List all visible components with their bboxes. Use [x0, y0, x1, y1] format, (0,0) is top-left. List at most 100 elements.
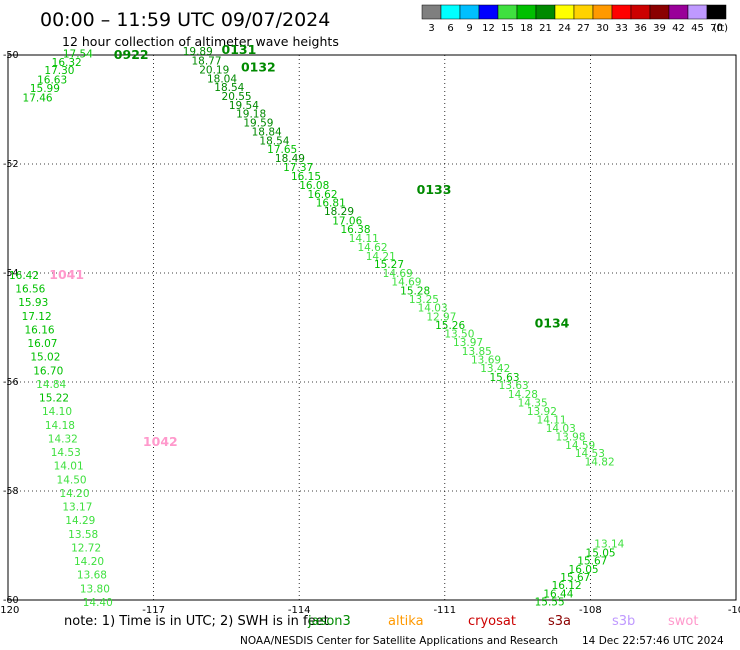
swh-value-label: 15.55: [535, 596, 565, 608]
swh-value-label: 16.08: [299, 180, 329, 192]
legend-swatch: [630, 4, 651, 20]
swh-value-label: 17.30: [44, 65, 74, 77]
legend-swatch: [535, 4, 556, 20]
legend-label: 33: [615, 23, 628, 34]
swh-value-label: 13.50: [444, 328, 474, 340]
legend-swatch: [649, 4, 670, 20]
swh-value-label: 14.35: [518, 398, 548, 410]
swh-value-label: 16.32: [52, 57, 82, 69]
legend-swatch: [573, 4, 594, 20]
swh-value-label: 18.77: [191, 55, 221, 67]
legend-label: 39: [653, 23, 666, 34]
swh-value-label: 14.03: [546, 423, 576, 435]
swh-value-label: 18.54: [259, 135, 289, 147]
pass-time-label: 0922: [114, 47, 149, 62]
swh-value-label: 17.46: [23, 92, 53, 104]
swh-value-label: 17.06: [332, 215, 362, 227]
satellite-label: cryosat: [468, 614, 516, 629]
swh-value-label: 13.98: [555, 431, 585, 443]
swh-value-label: 13.58: [68, 529, 98, 541]
swh-value-label: 19.54: [229, 100, 259, 112]
grid-lines: [8, 55, 736, 600]
satellite-label: altika: [388, 614, 424, 629]
legend-label: 30: [596, 23, 609, 34]
swh-value-label: 20.19: [199, 65, 229, 77]
credit-line: NOAA/NESDIS Center for Satellite Applica…: [240, 635, 558, 647]
legend-label: 36: [634, 23, 647, 34]
swh-value-label: 18.84: [252, 127, 282, 139]
swh-value-label: 13.14: [594, 539, 624, 551]
pass-time-labels: 0922 0131 0132 0133 0134 1041 1042: [49, 42, 569, 449]
swh-value-label: 14.29: [65, 515, 95, 527]
swh-value-label: 16.16: [25, 324, 55, 336]
x-tick-label: -10: [728, 605, 740, 616]
swh-value-label: 18.04: [207, 73, 237, 85]
swh-value-label: 13.85: [462, 346, 492, 358]
swh-value-label: 14.69: [391, 277, 421, 289]
y-tick-label: -60: [3, 595, 19, 606]
legend-swatch: [554, 4, 575, 20]
legend-label: 15: [501, 23, 514, 34]
swh-value-label: 18.54: [214, 82, 244, 94]
legend-swatch: [440, 4, 461, 20]
swh-value-label: 15.27: [374, 259, 404, 271]
swh-value-label: 16.07: [27, 338, 57, 350]
satellite-label: s3a: [548, 614, 571, 629]
footnote: note: 1) Time is in UTC; 2) SWH is in fe…: [64, 614, 329, 629]
swh-value-label: 13.63: [499, 380, 529, 392]
swh-value-label: 15.28: [400, 285, 430, 297]
swh-value-label: 18.29: [324, 206, 354, 218]
color-scale-legend: 3 6 9 12 15 18 21 24 27 30 33 36 39 42 45 70: [421, 4, 727, 34]
legend-label: 21: [539, 23, 552, 34]
swh-value-label: 16.62: [307, 189, 337, 201]
chart-title: 00:00 – 11:59 UTC 09/07/2024: [40, 9, 330, 31]
swh-value-label: 13.92: [527, 406, 557, 418]
swh-value-label: 15.93: [18, 297, 48, 309]
legend-swatch: [516, 4, 537, 20]
swh-value-label: 19.89: [183, 46, 213, 58]
x-tick-label: -120: [0, 605, 19, 616]
pass-time-label: 0132: [241, 59, 276, 74]
swh-value-label: 13.69: [471, 354, 501, 366]
swh-value-label: 12.97: [426, 311, 456, 323]
swh-value-label: 14.40: [83, 597, 113, 609]
pass-time-label: 0133: [417, 182, 452, 197]
satellite-label: jason3: [307, 614, 351, 629]
swh-value-label: 15.22: [39, 393, 69, 405]
swh-value-label: 14.03: [418, 303, 448, 315]
legend-swatch: [706, 4, 727, 20]
swh-value-label: 17.65: [267, 144, 297, 156]
satellite-legend: jason3 altika cryosat s3a s3b swot: [307, 614, 698, 629]
legend-swatch: [668, 4, 689, 20]
swh-value-label: 13.17: [62, 502, 92, 514]
legend-swatch: [421, 4, 442, 20]
swh-value-label: 14.20: [74, 556, 104, 568]
y-tick-label: -50: [3, 50, 19, 61]
legend-unit: (ft): [713, 23, 728, 34]
swh-value-label: 14.01: [54, 461, 84, 473]
swh-value-label: 15.63: [489, 372, 519, 384]
pass-time-label: 1042: [143, 434, 178, 449]
swh-value-label: 14.62: [357, 242, 387, 254]
swh-value-label: 14.59: [565, 440, 595, 452]
swh-value-label: 17.37: [283, 162, 313, 174]
swh-value-label: 15.05: [586, 547, 616, 559]
swh-value-label: 17.12: [22, 311, 52, 323]
swh-value-label: 14.11: [537, 414, 567, 426]
swh-value-label: 14.18: [45, 420, 75, 432]
swh-value-label: 16.81: [316, 198, 346, 210]
swh-value-label: 16.12: [552, 580, 582, 592]
swh-value-label: 16.42: [9, 270, 39, 282]
swh-value-label: 16.38: [340, 224, 370, 236]
swh-value-label: 16.44: [543, 588, 573, 600]
swh-value-label: 18.49: [275, 153, 305, 165]
swh-value-label: 14.50: [57, 474, 87, 486]
swh-value-label: 15.99: [30, 83, 60, 95]
swh-value-label: 19.18: [236, 109, 266, 121]
swh-value-label: 16.56: [15, 284, 45, 296]
swh-value-label: 13.97: [453, 337, 483, 349]
swh-value-label: 13.42: [480, 363, 510, 375]
legend-swatch: [687, 4, 708, 20]
swh-value-label: 17.54: [63, 49, 93, 61]
legend-swatch: [611, 4, 632, 20]
